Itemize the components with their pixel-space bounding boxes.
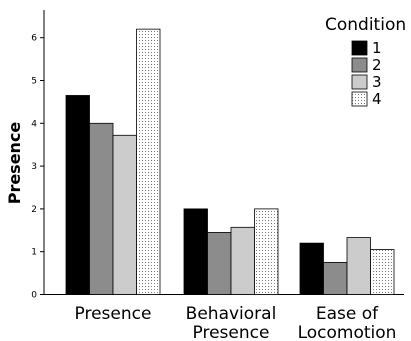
legend-label-3: 3 (372, 73, 382, 91)
legend-label-2: 2 (372, 56, 382, 74)
y-ticks: 0 1 2 3 4 5 6 (31, 34, 44, 301)
bars (65, 28, 395, 295)
bar-series-3-cat-2 (346, 237, 371, 295)
y-tick-label: 4 (31, 119, 37, 129)
category-label: Presence (75, 304, 152, 324)
bar-series-4-cat-1 (254, 208, 279, 295)
category-label: Ease of (316, 304, 379, 324)
bar-series-3-cat-1 (230, 226, 255, 295)
y-axis-label: Presence (5, 122, 24, 205)
bar-series-4-cat-2 (370, 249, 395, 295)
category-label: Presence (193, 323, 270, 341)
bar-series-4-cat-0 (136, 28, 161, 295)
bar-series-1-cat-2 (299, 242, 324, 295)
y-tick-label: 1 (31, 248, 37, 258)
legend-swatch-2 (351, 57, 368, 73)
legend-label-1: 1 (372, 39, 382, 57)
y-tick-label: 2 (31, 205, 37, 215)
y-tick-label: 6 (31, 34, 37, 44)
legend-swatch-4 (351, 91, 368, 107)
bar-series-1-cat-0 (65, 95, 90, 295)
legend-swatch-3 (351, 74, 368, 90)
bar-series-2-cat-2 (323, 261, 348, 295)
legend-swatch-1 (351, 40, 368, 56)
category-label: Locomotion (298, 323, 397, 341)
y-tick-label: 3 (31, 162, 37, 172)
y-tick-label: 5 (31, 77, 37, 87)
bar-series-2-cat-1 (207, 232, 232, 295)
bar-series-2-cat-0 (89, 122, 114, 295)
category-label: Behavioral (186, 304, 277, 324)
y-tick-label: 0 (31, 291, 37, 301)
bar-series-1-cat-1 (183, 208, 208, 295)
legend-title: Condition (325, 15, 406, 35)
legend-label-4: 4 (372, 90, 382, 108)
bar-series-3-cat-0 (112, 134, 137, 295)
